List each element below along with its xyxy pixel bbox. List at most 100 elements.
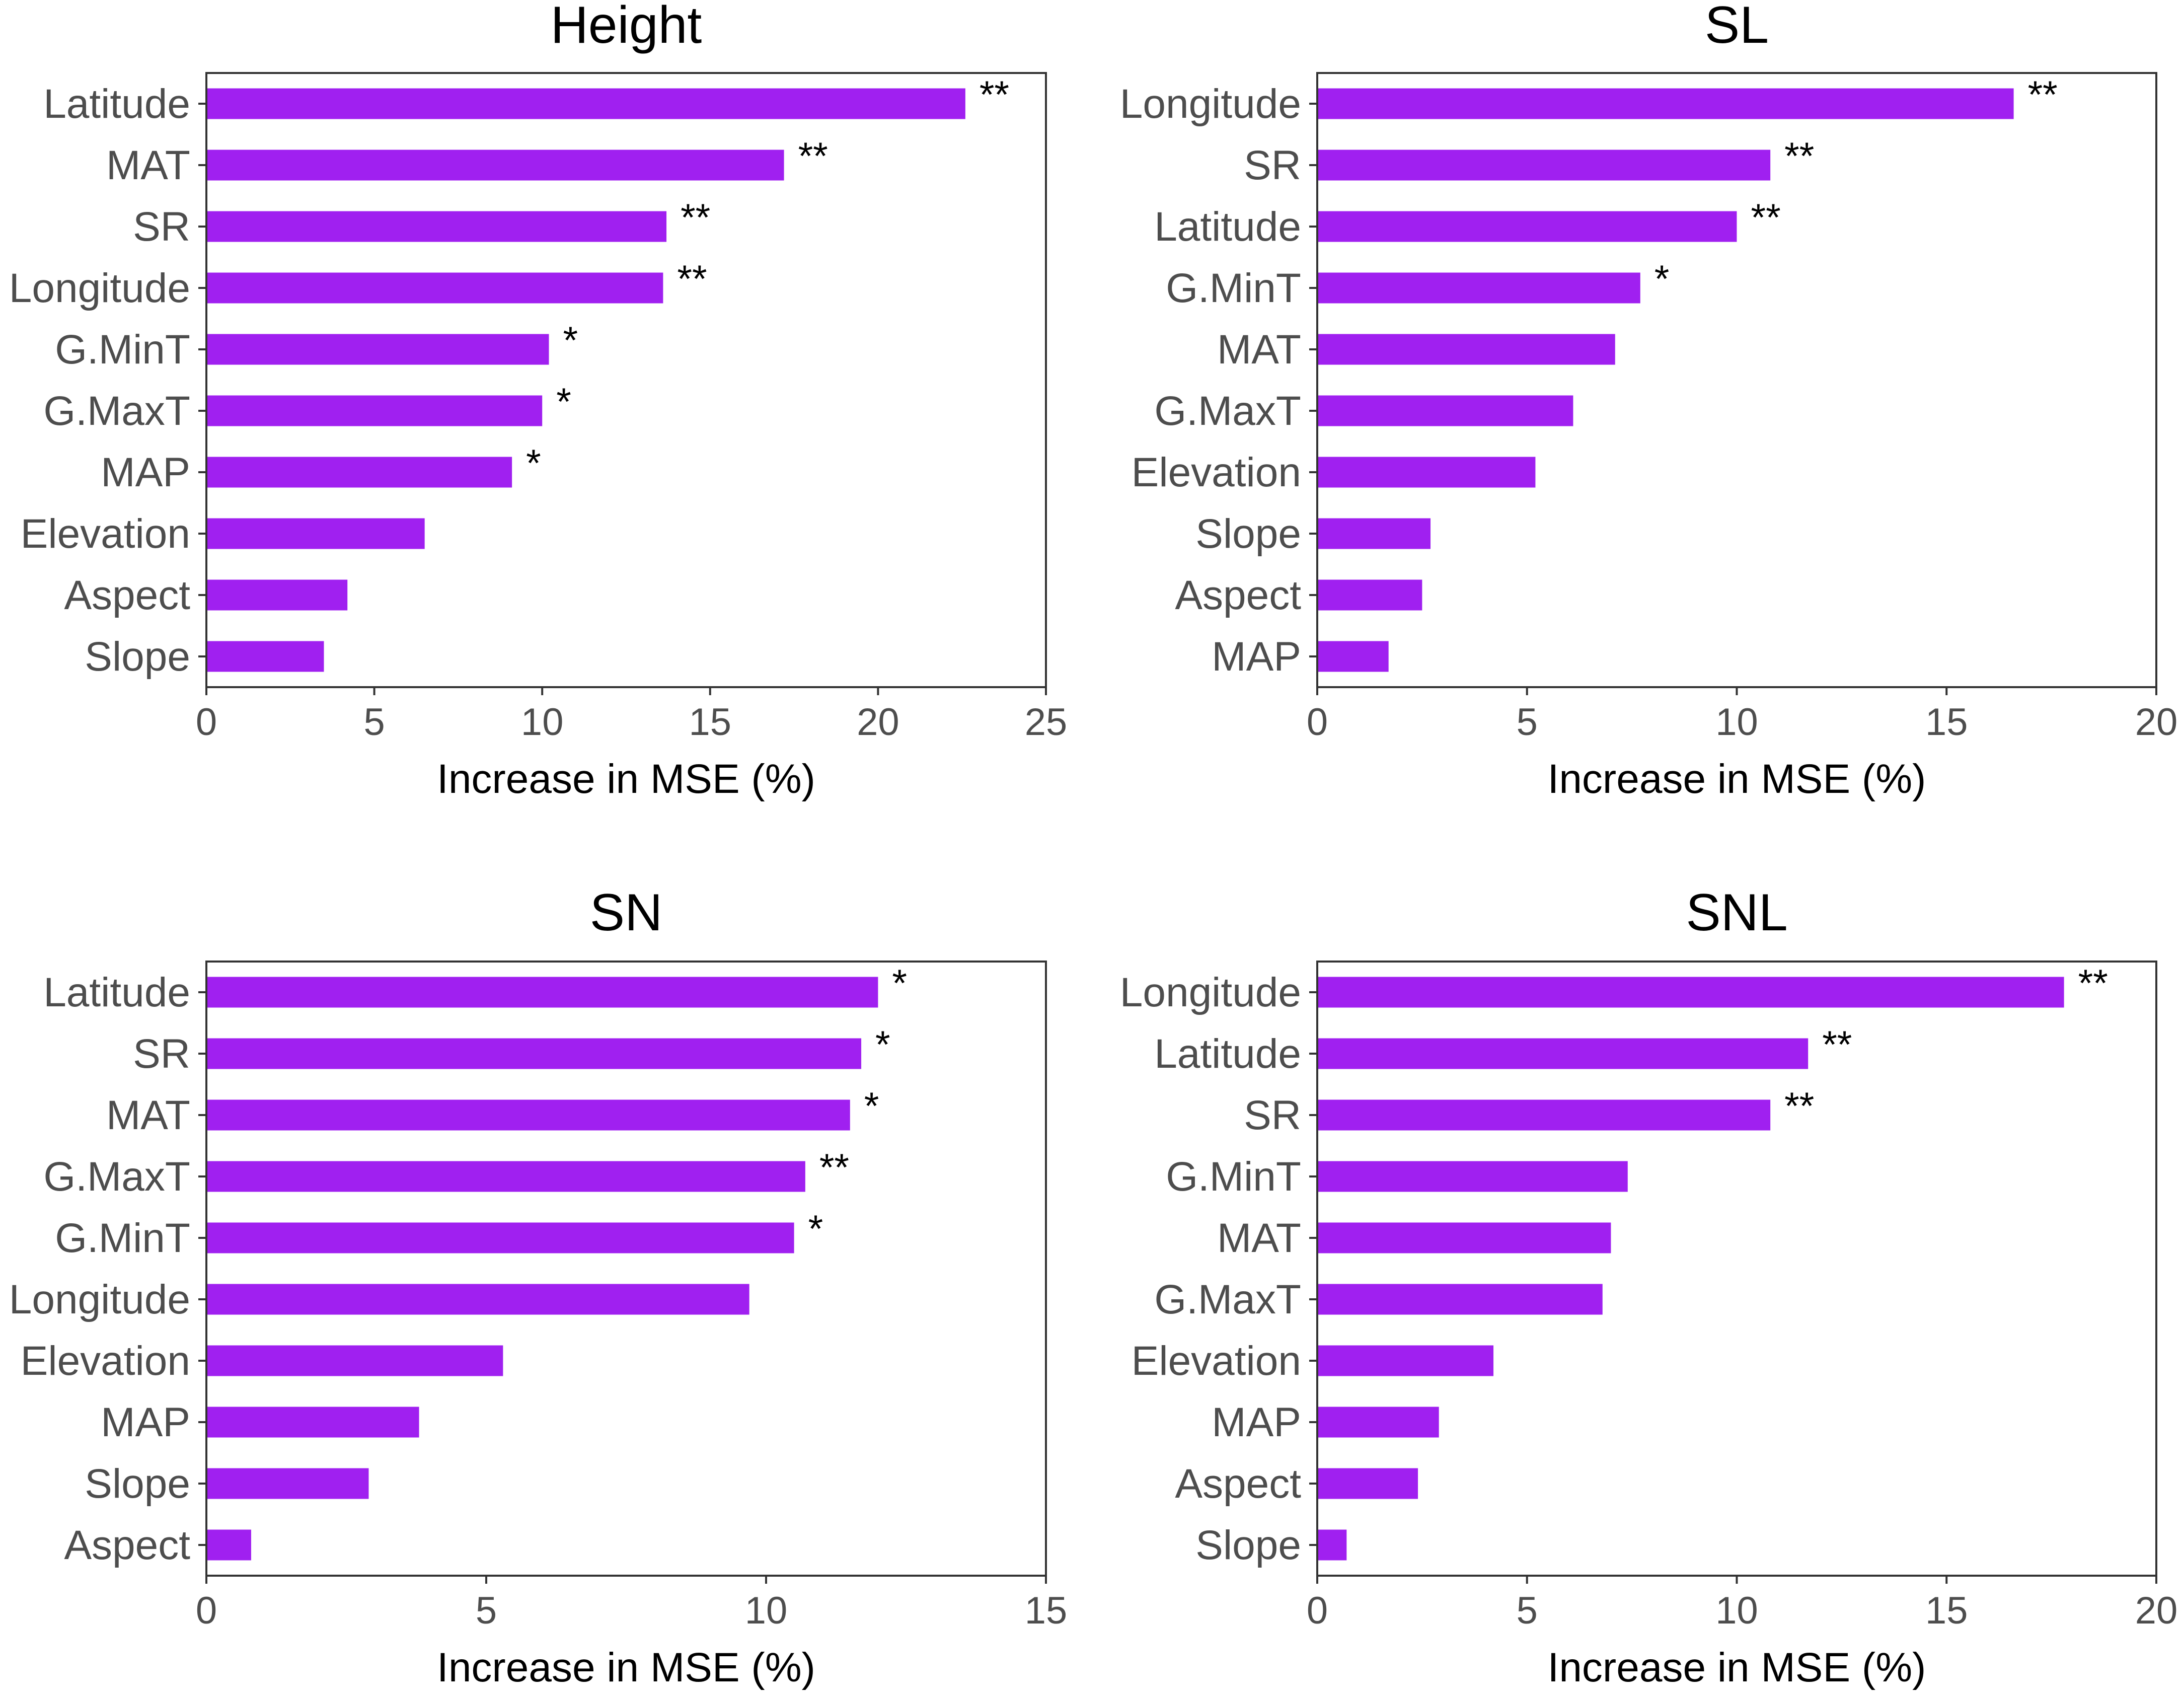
bar-sr — [206, 1038, 862, 1069]
significance-mark: ** — [819, 1146, 849, 1189]
category-label: Elevation — [1132, 450, 1301, 495]
plot-frame — [205, 72, 1047, 688]
x-tick-label: 5 — [476, 1589, 497, 1632]
category-label: Latitude — [43, 970, 190, 1015]
bar-g-maxt — [1317, 1284, 1603, 1315]
significance-mark: * — [556, 381, 571, 423]
category-label: MAT — [106, 1092, 190, 1138]
x-axis-label: Increase in MSE (%) — [1548, 1645, 1926, 1690]
bar-mat — [1317, 1222, 1611, 1253]
chart-panel-sn: SN Latitude * SR * MAT * G.MaxT ** G.MinT * Longitu… — [9, 883, 1068, 1690]
category-label: Latitude — [1154, 204, 1301, 250]
x-tick-label: 15 — [689, 701, 732, 744]
x-tick-label: 0 — [1307, 1589, 1328, 1632]
category-label: SR — [1244, 142, 1301, 188]
bar-elevation — [206, 518, 425, 549]
x-tick-label: 5 — [1517, 701, 1538, 744]
significance-mark: ** — [681, 196, 710, 239]
x-tick-label: 15 — [1925, 1589, 1968, 1632]
category-label: Slope — [85, 1461, 190, 1507]
category-label: G.MinT — [55, 327, 190, 373]
bar-map — [206, 1407, 419, 1438]
plot-frame — [205, 961, 1047, 1577]
bar-sr — [206, 211, 667, 242]
significance-mark: ** — [798, 135, 828, 178]
category-label: Aspect — [1175, 1461, 1301, 1507]
x-tick-label: 0 — [1307, 701, 1328, 744]
category-label: G.MinT — [55, 1215, 190, 1261]
bar-g-maxt — [206, 395, 543, 426]
category-label: Latitude — [43, 81, 190, 127]
significance-mark: ** — [1784, 135, 1814, 178]
bar-longitude — [206, 272, 663, 304]
significance-mark: * — [563, 319, 578, 362]
chart-title: SL — [1705, 0, 1769, 54]
significance-mark: ** — [1822, 1023, 1852, 1066]
bar-g-mint — [1317, 272, 1640, 304]
category-label: SR — [1244, 1092, 1301, 1138]
bar-mat — [206, 1099, 850, 1131]
x-tick-label: 0 — [196, 1589, 217, 1632]
significance-mark: ** — [980, 73, 1009, 116]
bar-sr — [1317, 1099, 1771, 1131]
significance-mark: ** — [2078, 962, 2108, 1005]
significance-mark: ** — [1784, 1085, 1814, 1128]
category-label: MAP — [1212, 634, 1301, 680]
category-label: Elevation — [21, 511, 190, 557]
x-tick-label: 15 — [1025, 1589, 1068, 1632]
bar-g-maxt — [1317, 395, 1573, 426]
significance-mark: * — [875, 1023, 890, 1066]
bar-map — [1317, 1407, 1439, 1438]
category-label: MAP — [101, 1399, 190, 1445]
category-label: SR — [133, 204, 190, 250]
bar-g-maxt — [206, 1161, 805, 1192]
bar-sr — [1317, 150, 1771, 181]
category-label: G.MaxT — [43, 1154, 190, 1200]
category-label: Elevation — [21, 1338, 190, 1384]
category-label: G.MinT — [1166, 265, 1301, 311]
bar-slope — [206, 641, 324, 672]
chart-title: SNL — [1686, 883, 1787, 942]
category-label: Elevation — [1132, 1338, 1301, 1384]
category-label: Aspect — [64, 572, 190, 618]
chart-panel-sl: SL Longitude ** SR ** Latitude ** G.MinT * MAT G.M… — [1120, 0, 2178, 802]
chart-title: Height — [551, 0, 702, 54]
category-label: G.MaxT — [43, 388, 190, 434]
bar-mat — [206, 150, 784, 181]
x-tick-label: 15 — [1925, 701, 1968, 744]
significance-mark: * — [526, 442, 541, 485]
category-label: SR — [133, 1031, 190, 1077]
category-label: MAP — [101, 450, 190, 495]
bar-g-mint — [206, 1222, 794, 1253]
bar-latitude — [1317, 211, 1737, 242]
bar-longitude — [206, 1284, 749, 1315]
category-label: Aspect — [1175, 572, 1301, 618]
significance-mark: * — [808, 1208, 823, 1250]
bar-latitude — [206, 977, 878, 1008]
bar-longitude — [1317, 977, 2064, 1008]
category-label: MAP — [1212, 1399, 1301, 1445]
bar-slope — [1317, 1529, 1347, 1561]
bar-elevation — [1317, 1345, 1494, 1376]
bar-aspect — [206, 1529, 251, 1561]
bar-latitude — [1317, 1038, 1809, 1069]
x-tick-label: 5 — [363, 701, 385, 744]
chart-panel-snl: SNL Longitude ** Latitude ** SR ** G.MinT MAT G.M… — [1120, 883, 2178, 1690]
category-label: Longitude — [1120, 81, 1301, 127]
x-tick-label: 10 — [521, 701, 564, 744]
x-tick-label: 0 — [196, 701, 217, 744]
bar-elevation — [206, 1345, 503, 1376]
category-label: Slope — [85, 634, 190, 680]
category-label: Slope — [1195, 1522, 1301, 1568]
significance-mark: ** — [677, 258, 707, 301]
category-label: Slope — [1195, 511, 1301, 557]
x-axis-label: Increase in MSE (%) — [437, 756, 815, 802]
x-tick-label: 25 — [1025, 701, 1068, 744]
significance-mark: * — [892, 962, 907, 1005]
bar-g-mint — [1317, 1161, 1628, 1192]
category-label: Longitude — [9, 265, 190, 311]
bar-latitude — [206, 88, 965, 119]
bar-g-mint — [206, 334, 549, 365]
bar-aspect — [1317, 1468, 1418, 1499]
